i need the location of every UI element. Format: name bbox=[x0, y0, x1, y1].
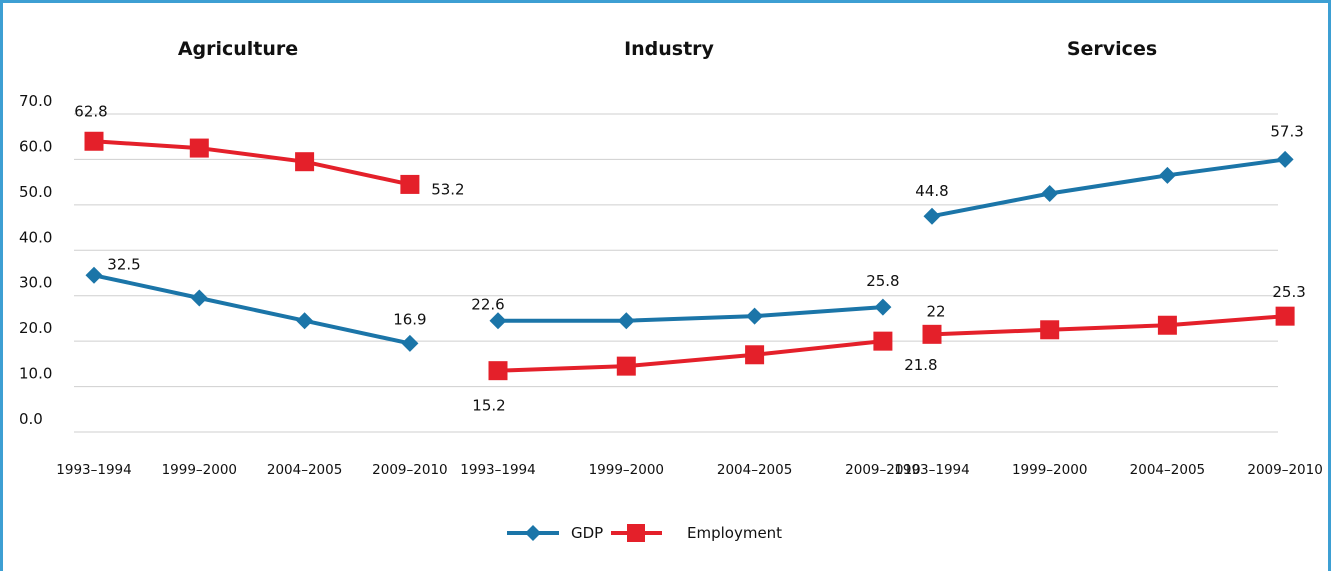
legend-item-gdp: GDP bbox=[507, 524, 603, 542]
gdp-point bbox=[746, 307, 764, 325]
employment-point bbox=[1275, 306, 1295, 326]
data-label: 25.8 bbox=[866, 272, 899, 290]
series-line-gdp bbox=[93, 273, 411, 346]
x-tick-label: 1993–1994 bbox=[460, 462, 535, 478]
panel-services: Services 1993–1994 1999–2000 2004–2005 2009–… bbox=[894, 38, 1323, 478]
gdp-point bbox=[617, 312, 635, 330]
series-line-gdp bbox=[498, 305, 884, 323]
employment-point bbox=[873, 331, 893, 351]
series-line-employment bbox=[497, 339, 884, 373]
y-tick-label: 10.0 bbox=[19, 365, 52, 383]
employment-point bbox=[1040, 320, 1060, 340]
employment-point bbox=[488, 361, 508, 381]
employment-point bbox=[745, 345, 765, 365]
gdp-point bbox=[874, 298, 892, 316]
x-tick-label: 1999–2000 bbox=[162, 462, 237, 478]
data-label: 62.8 bbox=[74, 102, 107, 120]
gdp-point bbox=[1041, 185, 1059, 202]
y-tick-label: 60.0 bbox=[19, 137, 52, 155]
employment-point bbox=[400, 174, 420, 194]
x-tick-label: 2009–2010 bbox=[1247, 462, 1322, 478]
y-tick-label: 70.0 bbox=[19, 92, 52, 110]
employment-point bbox=[1157, 315, 1177, 335]
gdp-point bbox=[401, 334, 419, 352]
employment-point bbox=[922, 324, 942, 344]
legend-marker bbox=[627, 524, 645, 542]
legend-marker bbox=[525, 525, 541, 541]
gdp-point bbox=[190, 289, 208, 307]
panel-title: Services bbox=[1067, 38, 1157, 60]
gdp-point bbox=[85, 266, 103, 284]
panel-title: Industry bbox=[624, 38, 714, 60]
data-label: 15.2 bbox=[472, 397, 505, 415]
data-label: 21.8 bbox=[904, 356, 937, 374]
x-tick-label: 2009–2010 bbox=[372, 462, 447, 478]
panel-agriculture: Agriculture 1993–1994 1999–2000 2004–2005 20… bbox=[56, 38, 464, 478]
gdp-point bbox=[923, 207, 941, 225]
x-tick-label: 2004–2005 bbox=[1130, 462, 1205, 478]
employment-point bbox=[616, 356, 636, 376]
y-tick-label: 20.0 bbox=[19, 319, 52, 337]
x-tick-label: 1993–1994 bbox=[894, 462, 969, 478]
y-tick-label: 0.0 bbox=[19, 410, 43, 428]
panels: Agriculture 1993–1994 1999–2000 2004–2005 20… bbox=[56, 38, 1323, 478]
x-tick-label: 1999–2000 bbox=[589, 462, 664, 478]
gdp-point bbox=[1276, 150, 1294, 168]
employment-point bbox=[84, 131, 104, 151]
data-label: 25.3 bbox=[1272, 283, 1305, 301]
series-line-employment bbox=[931, 314, 1286, 337]
x-tick-label: 2009–2010 bbox=[845, 462, 920, 478]
panel-title: Agriculture bbox=[178, 38, 298, 60]
x-tick-label: 1993–1994 bbox=[56, 462, 131, 478]
gdp-point bbox=[1158, 166, 1176, 184]
gdp-point bbox=[296, 312, 314, 330]
data-label: 22.6 bbox=[471, 296, 504, 314]
y-tick-label: 50.0 bbox=[19, 183, 52, 201]
legend-label: Employment bbox=[687, 524, 782, 542]
y-tick-label: 40.0 bbox=[19, 228, 52, 246]
gdp-point bbox=[489, 312, 507, 330]
x-tick-label: 1999–2000 bbox=[1012, 462, 1087, 478]
series-line-gdp bbox=[931, 157, 1286, 219]
x-tick-label: 2004–2005 bbox=[267, 462, 342, 478]
panel-industry: Industry 1993–1994 1999–2000 2004–2005 2009–… bbox=[460, 38, 937, 478]
gridlines bbox=[74, 113, 1278, 433]
data-label: 16.9 bbox=[393, 310, 426, 328]
y-tick-label: 30.0 bbox=[19, 274, 52, 292]
data-label: 32.5 bbox=[107, 255, 140, 273]
series-line-employment bbox=[93, 139, 411, 187]
data-label: 57.3 bbox=[1270, 122, 1303, 140]
data-label: 53.2 bbox=[431, 180, 464, 198]
x-tick-label: 2004–2005 bbox=[717, 462, 792, 478]
legend-item-employment: Employment bbox=[611, 524, 782, 542]
employment-point bbox=[189, 138, 209, 158]
data-label: 22 bbox=[926, 302, 945, 320]
legend-label: GDP bbox=[571, 524, 603, 542]
employment-point bbox=[295, 152, 315, 172]
data-label: 44.8 bbox=[915, 182, 948, 200]
y-axis: 0.0 10.0 20.0 30.0 40.0 50.0 60.0 70.0 bbox=[19, 92, 52, 428]
legend: GDP Employment bbox=[507, 524, 782, 542]
